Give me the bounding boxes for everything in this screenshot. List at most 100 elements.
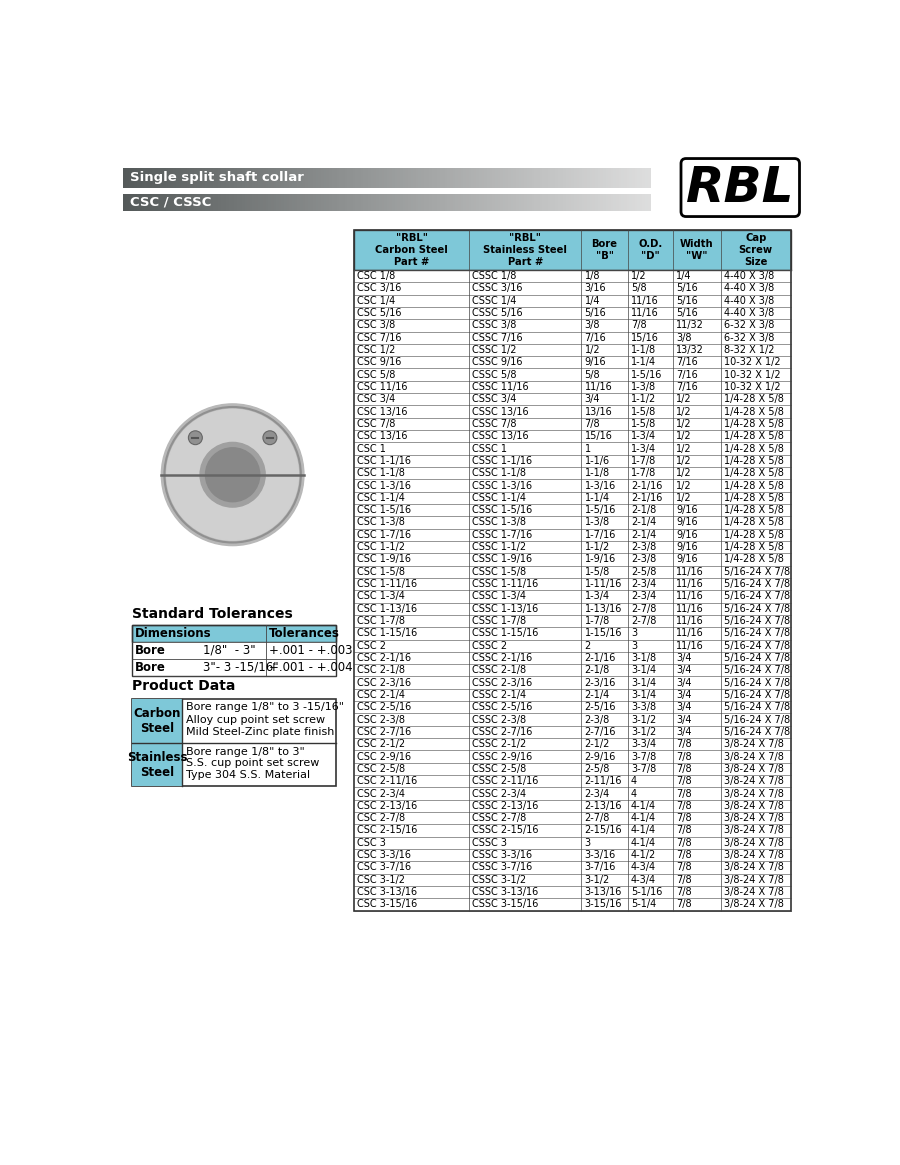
Text: 4-40 X 3/8: 4-40 X 3/8 <box>724 271 774 281</box>
Text: Tolerances: Tolerances <box>269 627 340 640</box>
FancyBboxPatch shape <box>355 418 790 430</box>
FancyBboxPatch shape <box>355 615 790 627</box>
Text: 2-11/16: 2-11/16 <box>584 776 622 786</box>
Text: CSC 2-5/16: CSC 2-5/16 <box>357 702 411 712</box>
Text: 10-32 X 1/2: 10-32 X 1/2 <box>724 358 780 367</box>
Text: 7/8: 7/8 <box>676 764 691 774</box>
Bar <box>472 193 474 211</box>
Text: 3-1/2: 3-1/2 <box>631 727 656 737</box>
Bar <box>450 168 453 188</box>
Text: 5/16: 5/16 <box>676 283 698 294</box>
Text: CSC 2-1/4: CSC 2-1/4 <box>357 690 405 700</box>
Bar <box>490 168 492 188</box>
Text: CSSC 13/16: CSSC 13/16 <box>472 407 528 417</box>
Text: 1-3/4: 1-3/4 <box>631 444 656 453</box>
FancyBboxPatch shape <box>355 885 790 898</box>
Bar <box>442 168 446 188</box>
Text: 2-3/8: 2-3/8 <box>631 542 656 552</box>
Text: 7/8: 7/8 <box>676 776 691 786</box>
Bar <box>611 168 614 188</box>
Bar <box>543 168 545 188</box>
Bar <box>253 168 256 188</box>
Bar <box>184 193 187 211</box>
Circle shape <box>166 409 299 541</box>
Bar <box>384 193 387 211</box>
Bar <box>643 168 645 188</box>
Bar <box>624 168 627 188</box>
FancyBboxPatch shape <box>355 578 790 591</box>
Bar <box>640 168 643 188</box>
Bar <box>614 168 617 188</box>
Bar <box>302 193 306 211</box>
Bar <box>226 193 230 211</box>
Bar <box>353 193 356 211</box>
Text: CSSC 9/16: CSSC 9/16 <box>472 358 523 367</box>
Text: 3/8-24 X 7/8: 3/8-24 X 7/8 <box>724 789 784 798</box>
Text: 7/8: 7/8 <box>676 789 691 798</box>
Bar <box>455 193 458 211</box>
FancyBboxPatch shape <box>355 467 790 479</box>
Bar <box>580 168 582 188</box>
Text: CSSC 2-1/2: CSSC 2-1/2 <box>472 740 526 749</box>
FancyBboxPatch shape <box>355 443 790 454</box>
Bar <box>413 193 416 211</box>
Text: 2-7/8: 2-7/8 <box>584 813 610 824</box>
Bar <box>526 168 529 188</box>
Text: 4: 4 <box>631 776 637 786</box>
Text: 7/8: 7/8 <box>676 826 691 835</box>
FancyBboxPatch shape <box>355 775 790 788</box>
Text: 2-1/16: 2-1/16 <box>584 654 616 663</box>
Bar <box>149 168 153 188</box>
Text: Bore: Bore <box>135 661 166 673</box>
Text: O.D.
"D": O.D. "D" <box>638 239 662 261</box>
Text: CSSC 3-13/16: CSSC 3-13/16 <box>472 887 538 897</box>
Bar <box>402 193 406 211</box>
Bar <box>152 168 156 188</box>
Text: 3"- 3 -15/16": 3"- 3 -15/16" <box>203 661 279 673</box>
Text: Alloy cup point set screw: Alloy cup point set screw <box>186 714 325 725</box>
Text: CSC 2-9/16: CSC 2-9/16 <box>357 751 411 762</box>
Bar <box>445 193 448 211</box>
Text: CSC 1/8: CSC 1/8 <box>357 271 396 281</box>
Bar <box>455 168 458 188</box>
Text: 5/16-24 X 7/8: 5/16-24 X 7/8 <box>724 727 790 737</box>
Bar <box>287 193 290 211</box>
FancyBboxPatch shape <box>355 454 790 467</box>
Bar <box>402 168 406 188</box>
Bar <box>290 193 292 211</box>
Text: CSC 13/16: CSC 13/16 <box>357 407 408 417</box>
Text: CSSC 2-5/8: CSSC 2-5/8 <box>472 764 526 774</box>
FancyBboxPatch shape <box>355 861 790 874</box>
Text: 3/8-24 X 7/8: 3/8-24 X 7/8 <box>724 887 784 897</box>
Bar <box>334 168 338 188</box>
Text: 2-1/8: 2-1/8 <box>584 665 609 676</box>
Bar <box>310 193 313 211</box>
Bar <box>337 168 340 188</box>
Bar <box>427 193 429 211</box>
Bar <box>179 193 182 211</box>
Bar <box>308 168 310 188</box>
Text: CSSC 1-7/16: CSSC 1-7/16 <box>472 530 533 539</box>
Bar <box>561 168 563 188</box>
FancyBboxPatch shape <box>132 699 336 786</box>
Text: CSSC 1-15/16: CSSC 1-15/16 <box>472 628 538 638</box>
Text: CSC 2-3/4: CSC 2-3/4 <box>357 789 405 798</box>
Bar <box>321 193 324 211</box>
Bar <box>498 168 500 188</box>
Bar <box>123 193 126 211</box>
Bar <box>266 168 269 188</box>
Bar <box>390 193 392 211</box>
Bar <box>237 193 239 211</box>
Bar <box>316 168 319 188</box>
Bar <box>324 193 327 211</box>
Text: 7/16: 7/16 <box>676 369 698 380</box>
Text: CSSC 2-7/16: CSSC 2-7/16 <box>472 727 533 737</box>
Text: CSC 1-5/8: CSC 1-5/8 <box>357 566 405 577</box>
Bar <box>632 193 634 211</box>
Text: CSC 1-9/16: CSC 1-9/16 <box>357 555 411 565</box>
Text: CSSC 11/16: CSSC 11/16 <box>472 382 528 391</box>
Bar <box>171 193 174 211</box>
Bar <box>637 193 640 211</box>
Bar <box>629 193 633 211</box>
Text: 1/4-28 X 5/8: 1/4-28 X 5/8 <box>724 480 784 490</box>
